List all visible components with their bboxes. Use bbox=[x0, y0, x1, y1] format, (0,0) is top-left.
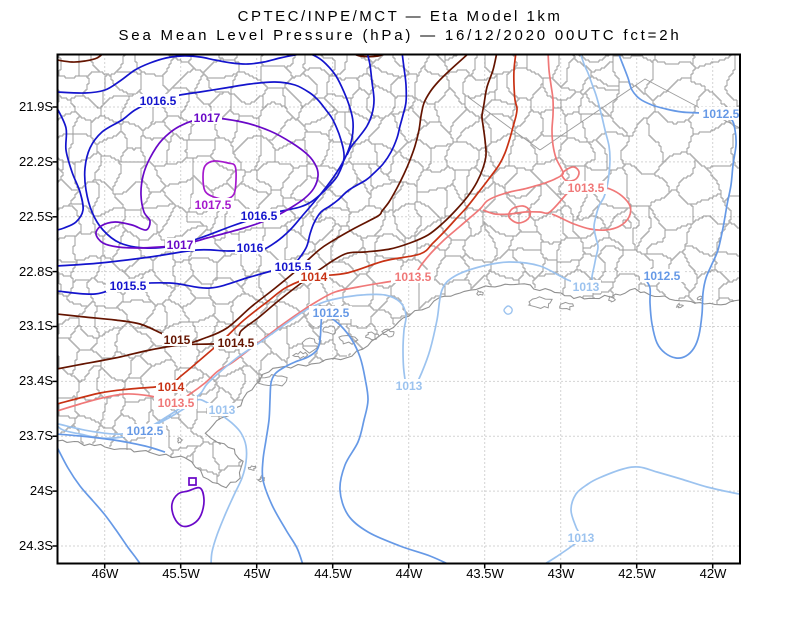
svg-text:1014: 1014 bbox=[301, 270, 328, 284]
svg-text:1013.5: 1013.5 bbox=[568, 181, 605, 195]
svg-text:23.1S: 23.1S bbox=[19, 318, 53, 333]
svg-text:43W: 43W bbox=[548, 566, 575, 581]
svg-text:1013.5: 1013.5 bbox=[158, 396, 195, 410]
svg-text:42W: 42W bbox=[700, 566, 727, 581]
svg-text:46W: 46W bbox=[92, 566, 119, 581]
svg-text:Sea Mean Level Pressure (hPa): Sea Mean Level Pressure (hPa) — 16/12/20… bbox=[119, 27, 682, 44]
svg-text:21.9S: 21.9S bbox=[19, 99, 53, 114]
svg-text:45W: 45W bbox=[244, 566, 271, 581]
svg-text:1013: 1013 bbox=[396, 379, 423, 393]
svg-text:1014.5: 1014.5 bbox=[218, 336, 255, 350]
svg-text:1012.5: 1012.5 bbox=[644, 269, 681, 283]
svg-text:1013.5: 1013.5 bbox=[395, 270, 432, 284]
svg-text:1015.5: 1015.5 bbox=[110, 279, 147, 293]
svg-text:22.5S: 22.5S bbox=[19, 209, 53, 224]
svg-text:1016.5: 1016.5 bbox=[140, 94, 177, 108]
svg-text:44.5W: 44.5W bbox=[314, 566, 352, 581]
svg-text:1013: 1013 bbox=[209, 403, 236, 417]
svg-text:1014: 1014 bbox=[158, 380, 185, 394]
svg-text:22.2S: 22.2S bbox=[19, 154, 53, 169]
svg-text:1016: 1016 bbox=[237, 241, 264, 255]
svg-text:1015: 1015 bbox=[164, 333, 191, 347]
svg-text:1012.5: 1012.5 bbox=[703, 107, 740, 121]
svg-text:1012.5: 1012.5 bbox=[127, 424, 164, 438]
svg-text:43.5W: 43.5W bbox=[466, 566, 504, 581]
svg-text:44W: 44W bbox=[396, 566, 423, 581]
svg-text:CPTEC/INPE/MCT — Eta Model 1k: CPTEC/INPE/MCT — Eta Model 1km bbox=[238, 8, 563, 25]
svg-text:42.5W: 42.5W bbox=[618, 566, 656, 581]
svg-text:1016.5: 1016.5 bbox=[241, 209, 278, 223]
svg-text:23.4S: 23.4S bbox=[19, 373, 53, 388]
svg-text:23.7S: 23.7S bbox=[19, 428, 53, 443]
svg-text:45.5W: 45.5W bbox=[162, 566, 200, 581]
svg-text:22.8S: 22.8S bbox=[19, 264, 53, 279]
svg-text:24S: 24S bbox=[30, 483, 53, 498]
svg-text:1017: 1017 bbox=[167, 238, 194, 252]
svg-text:24.3S: 24.3S bbox=[19, 538, 53, 553]
svg-text:1012.5: 1012.5 bbox=[313, 306, 350, 320]
svg-text:1017.5: 1017.5 bbox=[195, 198, 232, 212]
svg-text:1013: 1013 bbox=[573, 280, 600, 294]
svg-text:1013: 1013 bbox=[568, 531, 595, 545]
svg-text:1017: 1017 bbox=[194, 111, 221, 125]
